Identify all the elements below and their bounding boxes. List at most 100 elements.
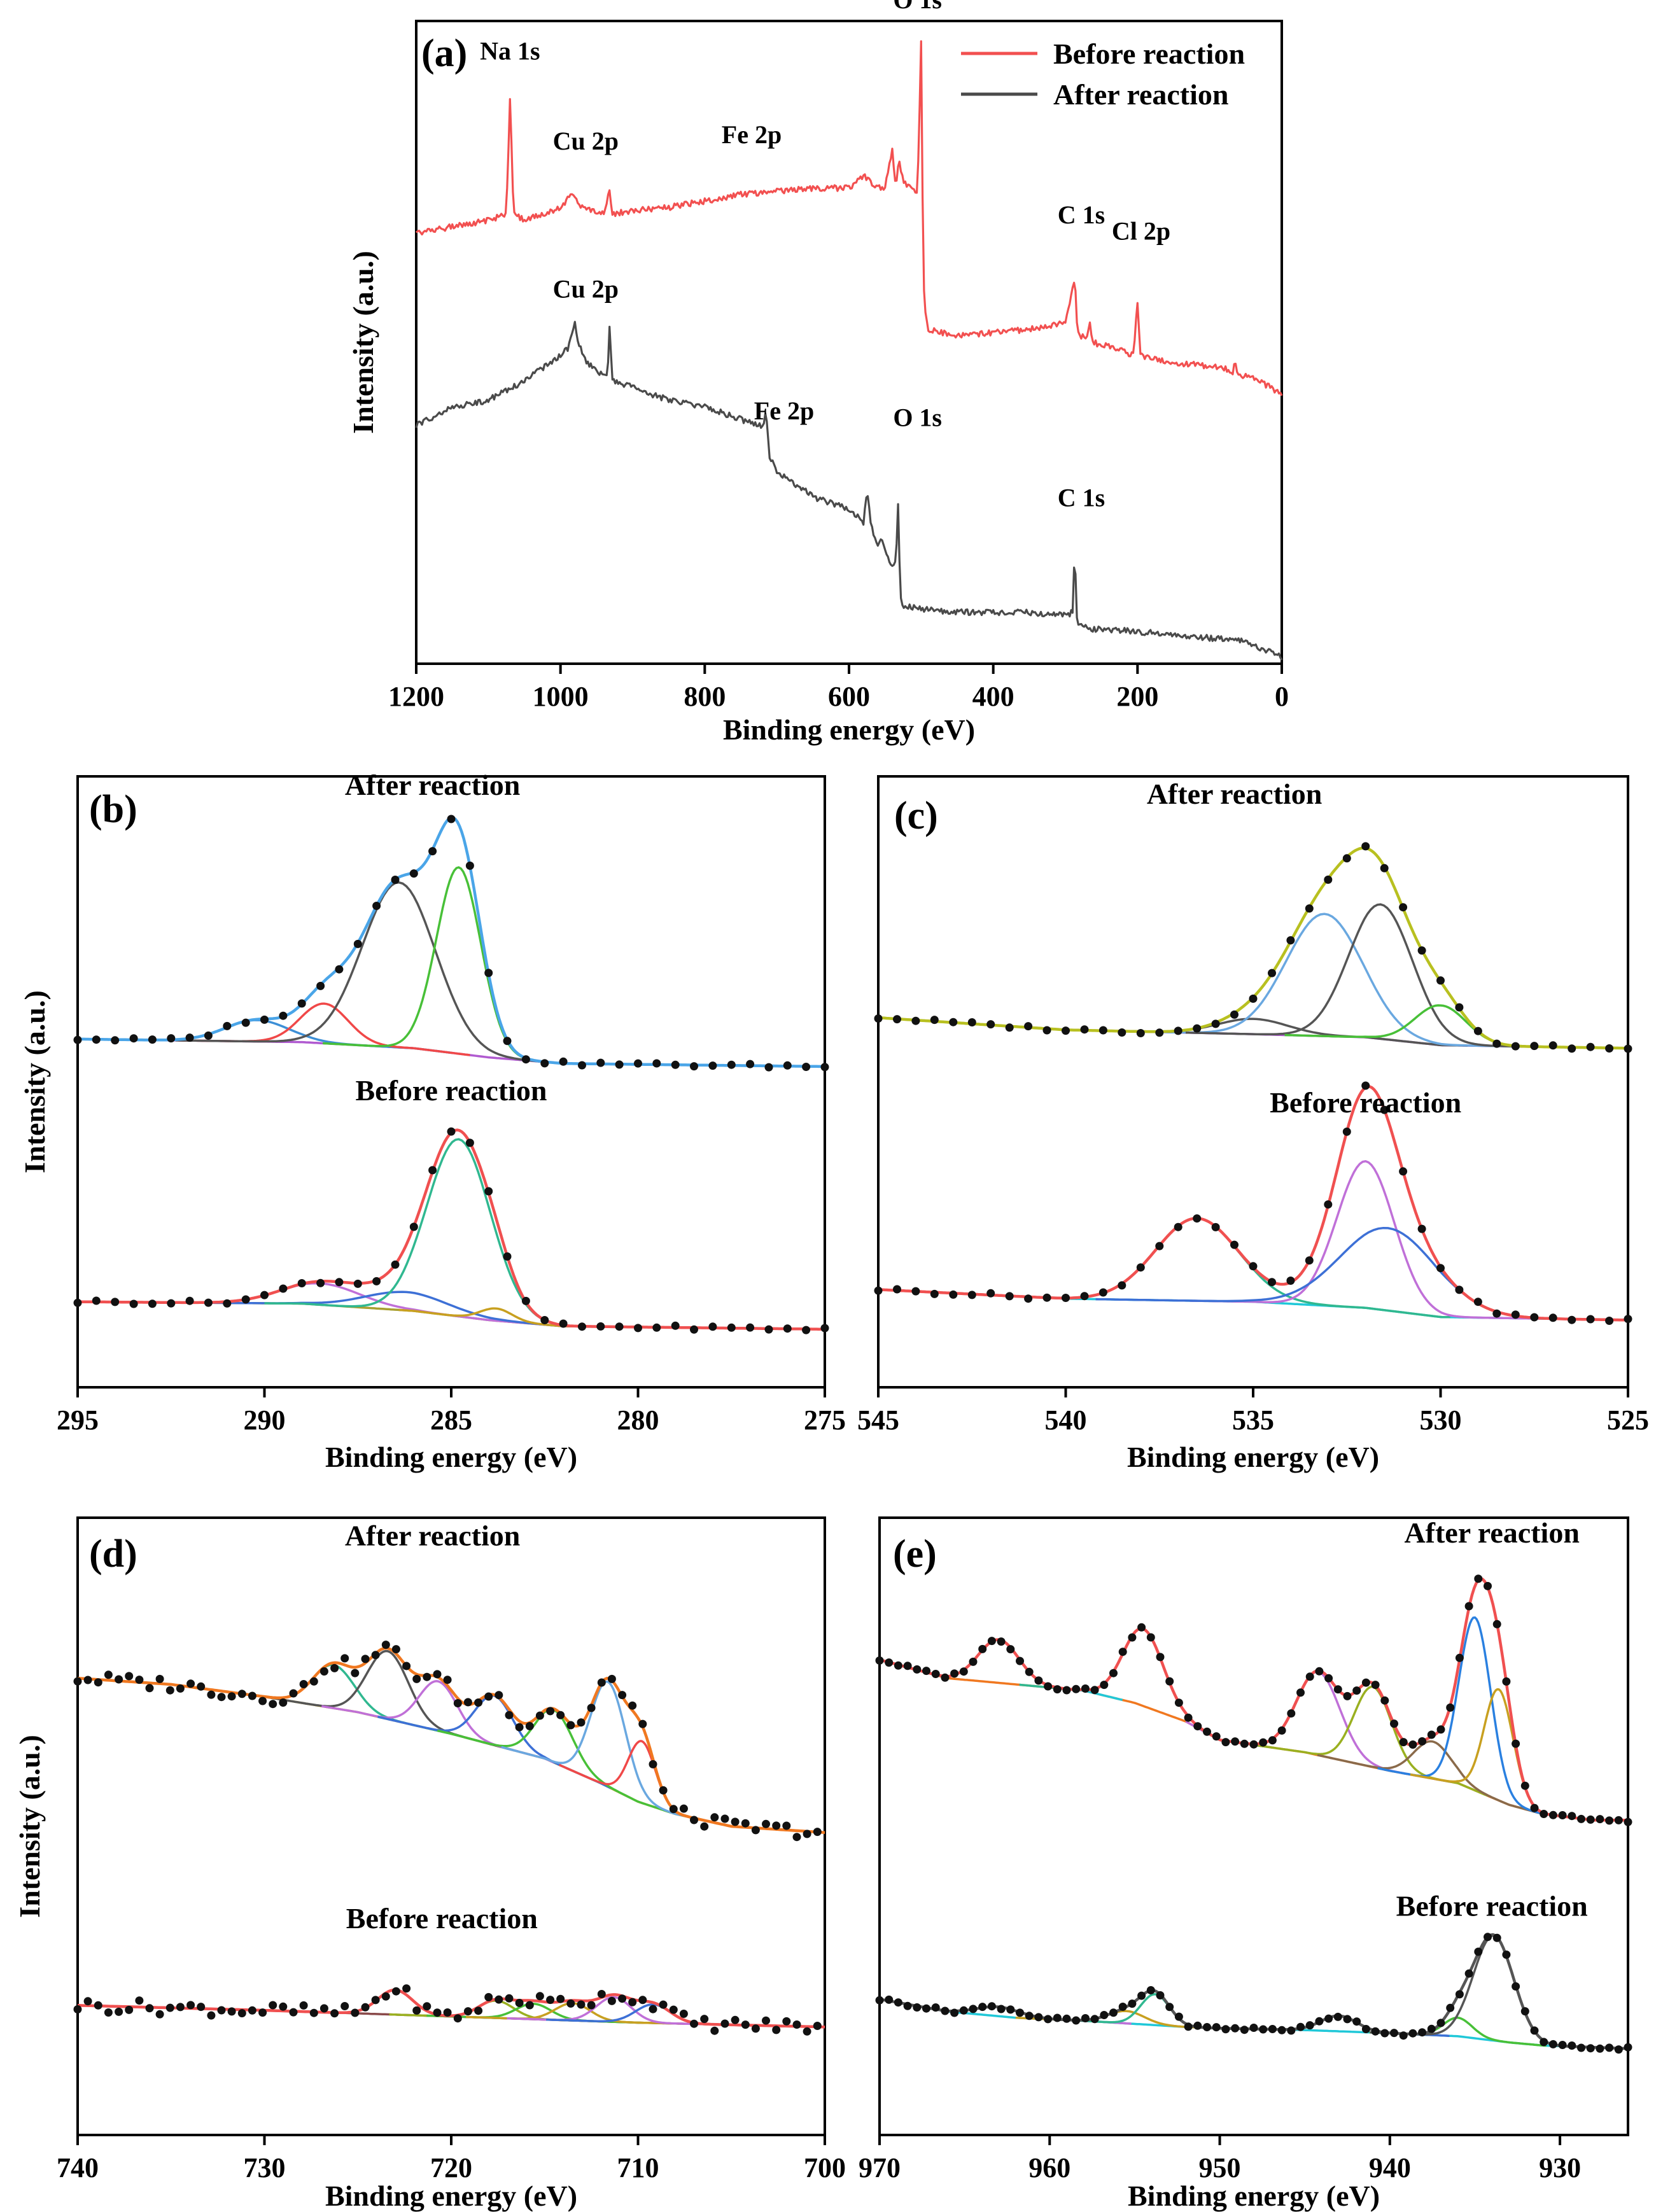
- data-point: [615, 1322, 624, 1331]
- data-point: [1408, 2029, 1417, 2038]
- data-point: [577, 2000, 586, 2009]
- legend-label-before: Before reaction: [1053, 38, 1245, 70]
- data-point: [1427, 1730, 1436, 1739]
- data-point: [1305, 2021, 1314, 2030]
- data-point: [1025, 2012, 1034, 2020]
- data-point: [559, 1057, 568, 1066]
- panel-d-annotation: After reaction: [345, 1520, 520, 1552]
- data-point: [185, 1033, 194, 1042]
- data-point: [402, 1662, 411, 1670]
- data-point: [1548, 2040, 1557, 2048]
- data-point: [148, 1035, 157, 1044]
- data-point: [1259, 1738, 1268, 1747]
- data-point: [319, 1667, 328, 1676]
- data-point: [148, 1299, 157, 1308]
- panel-a-annotation: Cu 2p: [553, 274, 619, 303]
- panel-a-annotation: O 1s: [893, 0, 942, 14]
- data-point: [484, 969, 493, 977]
- data-point: [1342, 854, 1351, 863]
- panel-a-x-tick-label: 0: [1275, 681, 1289, 712]
- data-point: [628, 1701, 637, 1710]
- data-point: [186, 2001, 195, 2010]
- data-point: [73, 1677, 82, 1686]
- data-point: [913, 1665, 922, 1674]
- data-point: [115, 1675, 123, 1684]
- data-point: [1286, 936, 1295, 945]
- panel-e-x-tick-label: 970: [859, 2152, 901, 2183]
- panel-b-x-axis-title: Binding energy (eV): [325, 1441, 577, 1473]
- data-point: [700, 1822, 709, 1831]
- data-point: [129, 1299, 138, 1308]
- data-point: [241, 1295, 250, 1304]
- data-point: [412, 1674, 421, 1683]
- data-point: [155, 2010, 164, 2019]
- data-point: [279, 1284, 288, 1293]
- panel-a-ticks: 1200 1000 800 600 400 200 0: [388, 664, 1289, 712]
- panel-a-annotation: Fe 2p: [722, 120, 782, 149]
- data-point: [1605, 1816, 1614, 1825]
- data-point: [381, 1641, 390, 1649]
- data-point: [762, 1819, 770, 1828]
- data-point: [1268, 969, 1276, 977]
- data-point: [950, 2008, 959, 2017]
- data-point: [1062, 1686, 1071, 1695]
- panel-e-x-tick-label: 930: [1539, 2152, 1581, 2183]
- data-point: [241, 1018, 250, 1027]
- data-point: [911, 1287, 920, 1296]
- data-point: [1240, 1739, 1249, 1748]
- data-point: [1062, 1294, 1070, 1302]
- data-point: [503, 1037, 512, 1046]
- data-point: [1137, 1991, 1146, 2000]
- data-point: [94, 2001, 102, 2010]
- data-point: [746, 1060, 755, 1068]
- data-point: [1231, 2024, 1240, 2033]
- data-point: [1174, 2012, 1183, 2021]
- data-point: [566, 1721, 575, 1730]
- data-point: [1174, 1026, 1182, 1035]
- data-point: [772, 2026, 781, 2034]
- panel-b-x-tick-label: 275: [804, 1404, 846, 1436]
- data-point: [1502, 1950, 1511, 1959]
- data-point: [289, 2008, 298, 2017]
- data-point: [145, 1684, 154, 1693]
- data-point: [1352, 2017, 1361, 2026]
- data-point: [1586, 1815, 1595, 1824]
- data-point: [978, 1644, 987, 1653]
- data-point: [1492, 1620, 1501, 1628]
- data-point: [708, 1322, 717, 1331]
- data-point: [535, 1711, 544, 1720]
- panel-c-x-tick-label: 525: [1607, 1404, 1649, 1436]
- data-point: [652, 1059, 661, 1068]
- data-point: [1080, 1292, 1089, 1301]
- data-point: [1512, 1982, 1520, 1991]
- data-point: [1081, 1684, 1090, 1693]
- data-point: [802, 1326, 811, 1334]
- data-point: [986, 1289, 995, 1298]
- data-point: [1184, 2022, 1193, 2031]
- panel-e-label: (e): [893, 1532, 937, 1576]
- data-point: [279, 1011, 288, 1020]
- data-point: [875, 1656, 884, 1665]
- data-point: [1259, 2025, 1268, 2034]
- data-point: [1042, 1026, 1051, 1035]
- data-point: [1511, 1310, 1520, 1319]
- data-point: [465, 861, 474, 870]
- panel-a-annotation: O 1s: [893, 403, 942, 431]
- panel-a-x-tick-label: 1000: [533, 681, 589, 712]
- data-point: [279, 2002, 288, 2011]
- data-point: [217, 1693, 226, 1702]
- data-point: [751, 1826, 760, 1835]
- data-point: [1324, 875, 1333, 884]
- data-point: [690, 1062, 698, 1071]
- panel-d-annotations: After reaction Before reaction: [345, 1520, 538, 1935]
- data-point: [720, 1814, 729, 1823]
- data-point: [1155, 1028, 1164, 1037]
- data-point: [412, 2006, 421, 2015]
- data-point: [731, 1817, 740, 1826]
- data-point: [297, 999, 306, 1008]
- data-point: [1118, 1028, 1126, 1037]
- data-point: [618, 1691, 627, 1700]
- data-point: [299, 2001, 308, 2010]
